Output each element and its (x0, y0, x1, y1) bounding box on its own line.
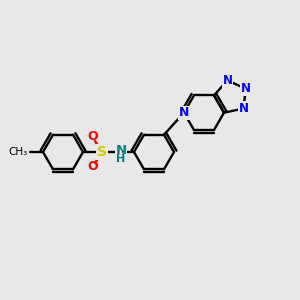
Text: N: N (222, 74, 233, 87)
Text: N: N (238, 102, 249, 115)
Text: H: H (116, 154, 126, 164)
Text: N: N (116, 145, 127, 158)
Text: O: O (88, 160, 98, 173)
Text: CH₃: CH₃ (9, 147, 28, 157)
Text: N: N (241, 82, 251, 95)
Text: S: S (97, 145, 107, 159)
Text: N: N (179, 106, 189, 119)
Text: O: O (88, 130, 98, 143)
